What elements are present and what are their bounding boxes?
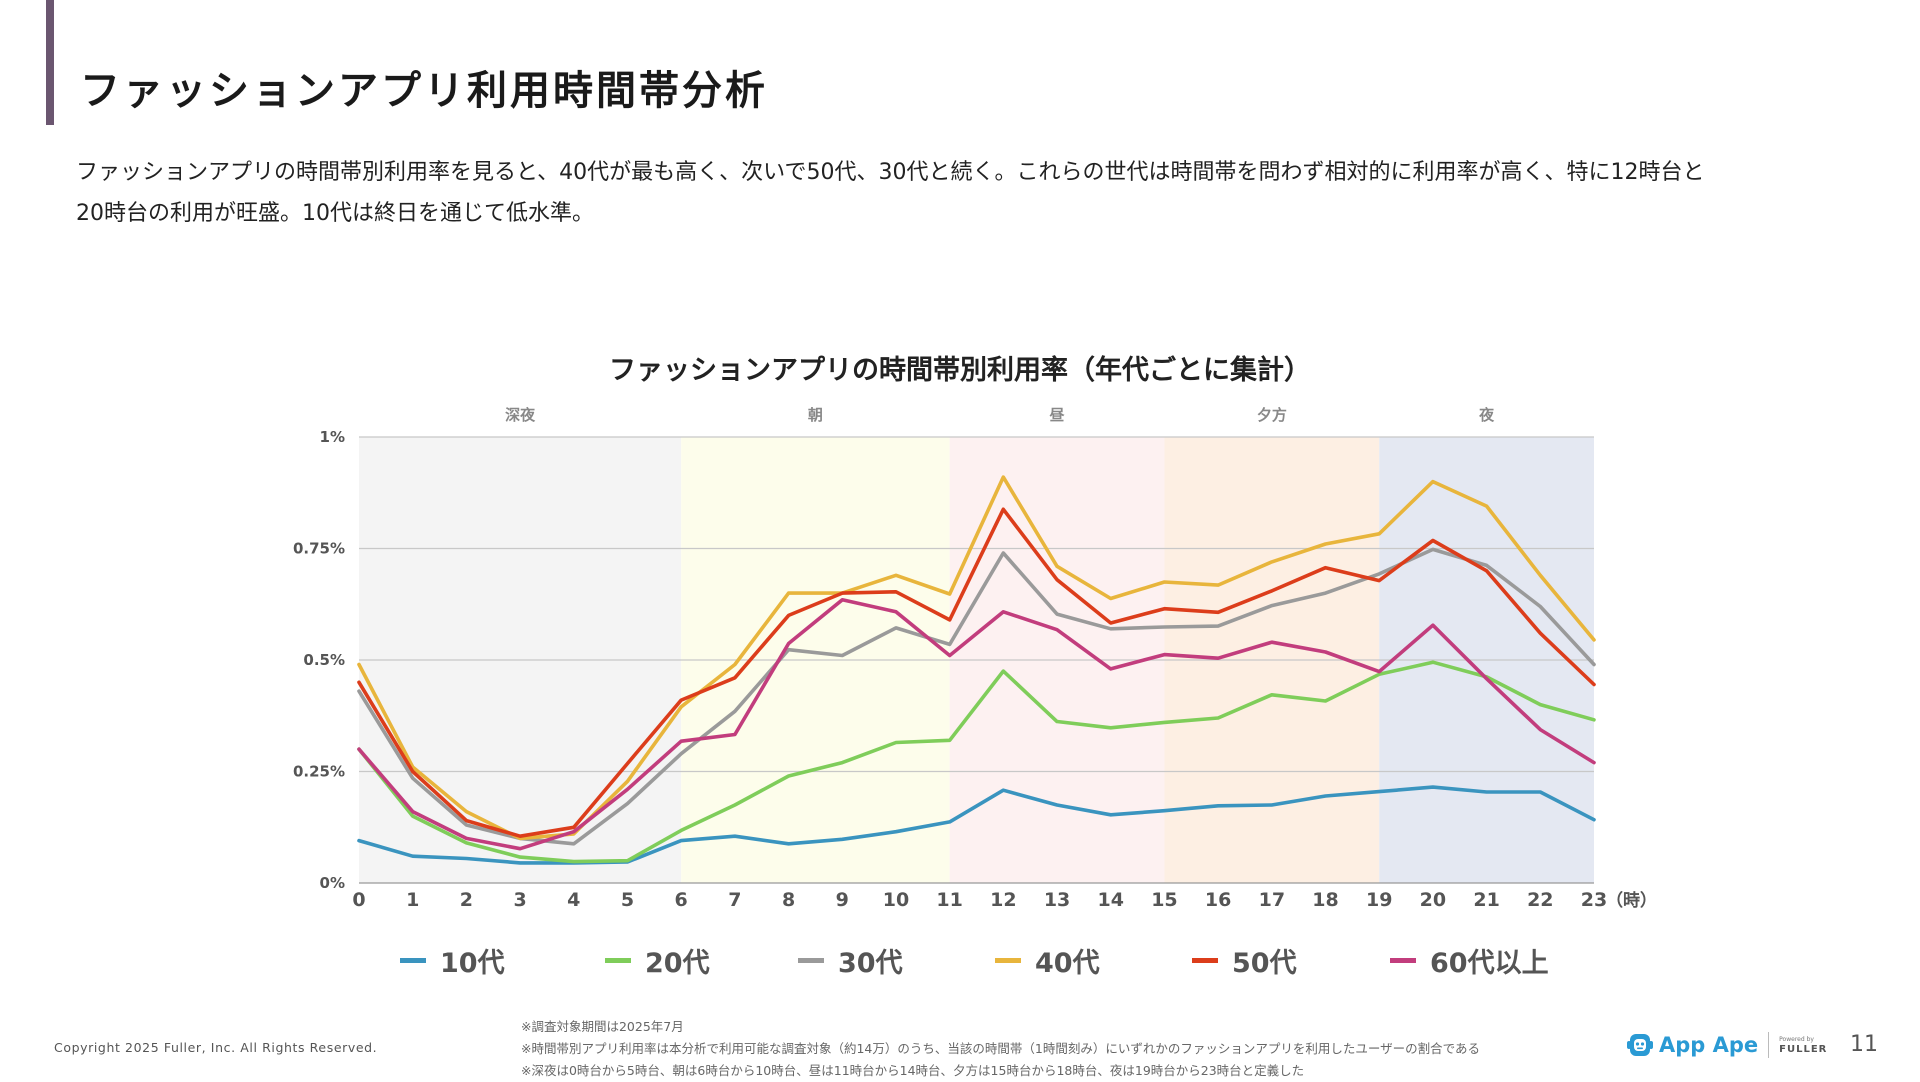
legend-label: 30代 bbox=[838, 947, 903, 979]
x-tick-label: 19 bbox=[1366, 889, 1392, 911]
legend-label: 10代 bbox=[440, 947, 505, 979]
x-tick-label: 6 bbox=[675, 889, 688, 911]
legend-swatch bbox=[400, 957, 426, 963]
legend-swatch bbox=[1192, 957, 1218, 963]
y-tick-label: 0.5% bbox=[303, 651, 345, 669]
y-tick-label: 0.25% bbox=[293, 763, 345, 781]
x-tick-label: 7 bbox=[728, 889, 741, 911]
logo-divider bbox=[1768, 1032, 1770, 1058]
legend-label: 60代以上 bbox=[1430, 947, 1549, 979]
y-tick-label: 0.75% bbox=[293, 540, 345, 558]
x-tick-label: 4 bbox=[567, 889, 580, 911]
summary-line-2: 20時台の利用が旺盛。10代は終日を通じて低水準。 bbox=[76, 201, 594, 226]
x-tick-label: 0 bbox=[352, 889, 365, 911]
legend-label: 40代 bbox=[1035, 947, 1100, 979]
y-tick-label: 1% bbox=[320, 428, 345, 446]
summary-text: ファッションアプリの時間帯別利用率を見ると、40代が最も高く、次いで50代、30… bbox=[76, 152, 1876, 234]
band-label: 夜 bbox=[1478, 406, 1495, 424]
x-tick-label: 21 bbox=[1473, 889, 1499, 911]
chart-title: ファッションアプリの時間帯別利用率（年代ごとに集計） bbox=[609, 355, 1311, 386]
legend-item: 40代 bbox=[995, 938, 1100, 982]
series-line-3 bbox=[357, 547, 1596, 846]
band-label: 夕方 bbox=[1257, 406, 1287, 424]
x-tick-label: 1 bbox=[406, 889, 419, 911]
x-tick-label: 12 bbox=[990, 889, 1016, 911]
x-tick-label: 8 bbox=[782, 889, 795, 911]
x-tick-label: 13 bbox=[1044, 889, 1070, 911]
x-tick-label: 22 bbox=[1527, 889, 1553, 911]
x-tick-label: 23 bbox=[1581, 889, 1607, 911]
x-tick-label: 17 bbox=[1259, 889, 1285, 911]
legend-item: 60代以上 bbox=[1390, 938, 1549, 982]
legend-item: 10代 bbox=[400, 938, 505, 982]
legend-swatch bbox=[995, 957, 1021, 963]
x-tick-label: 11 bbox=[936, 889, 962, 911]
x-tick-label: 20 bbox=[1420, 889, 1446, 911]
band-label: 朝 bbox=[808, 406, 823, 424]
chart-legend: 10代 20代 30代 40代 50代 60代以上 bbox=[400, 938, 1600, 982]
legend-swatch bbox=[605, 957, 631, 963]
x-tick-label: 2 bbox=[460, 889, 473, 911]
app-ape-logo: App Ape Powered by FULLER bbox=[1627, 1030, 1827, 1060]
accent-bar bbox=[46, 0, 54, 125]
x-tick-label: 5 bbox=[621, 889, 634, 911]
powered-by: Powered by FULLER bbox=[1779, 1035, 1827, 1055]
band-label: 深夜 bbox=[505, 406, 536, 424]
legend-swatch bbox=[798, 957, 824, 963]
series-line-6 bbox=[357, 597, 1596, 851]
legend-item: 50代 bbox=[1192, 938, 1297, 982]
summary-line-1: ファッションアプリの時間帯別利用率を見ると、40代が最も高く、次いで50代、30… bbox=[76, 160, 1705, 185]
footnote: ※深夜は0時台から5時台、朝は6時台から10時台、昼は11時台から14時台、夕方… bbox=[521, 1063, 1305, 1078]
powered-by-label: Powered by bbox=[1779, 1036, 1814, 1043]
band-label: 昼 bbox=[1050, 406, 1065, 424]
legend-item: 30代 bbox=[798, 938, 903, 982]
legend-item: 20代 bbox=[605, 938, 710, 982]
series-line-1 bbox=[357, 785, 1596, 865]
page-title: ファッションアプリ利用時間帯分析 bbox=[80, 68, 768, 114]
x-tick-label: 9 bbox=[836, 889, 849, 911]
x-tick-label: 15 bbox=[1151, 889, 1177, 911]
y-tick-label: 0% bbox=[320, 874, 345, 892]
series-line-2 bbox=[357, 660, 1596, 864]
legend-label: 50代 bbox=[1232, 947, 1297, 979]
legend-label: 20代 bbox=[645, 947, 710, 979]
legend-swatch bbox=[1390, 957, 1416, 963]
line-chart: 深夜朝昼夕方 夜0%0.25%0.5%0.75%1%0 1 2 3 4 5 6 7 8 9 10 11 1… bbox=[293, 406, 1657, 911]
x-tick-label: 10 bbox=[883, 889, 909, 911]
copyright: Copyright 2025 Fuller, Inc. All Rights R… bbox=[54, 1040, 378, 1055]
series-line-5 bbox=[357, 507, 1596, 839]
x-unit-label: （時） bbox=[1606, 890, 1657, 911]
app-ape-mascot-icon bbox=[1627, 1034, 1653, 1056]
x-tick-label: 16 bbox=[1205, 889, 1231, 911]
fuller-logo-text: FULLER bbox=[1779, 1044, 1828, 1055]
footnote: ※調査対象期間は2025年7月 bbox=[521, 1019, 684, 1034]
logo-text: App Ape bbox=[1659, 1033, 1759, 1057]
footnotes: ※調査対象期間は2025年7月 ※時間帯別アプリ利用率は本分析で利用可能な調査対… bbox=[521, 1016, 1480, 1082]
x-tick-label: 3 bbox=[513, 889, 526, 911]
footnote: ※時間帯別アプリ利用率は本分析で利用可能な調査対象（約14万）のうち、当該の時間… bbox=[521, 1041, 1480, 1056]
x-tick-label: 18 bbox=[1312, 889, 1338, 911]
x-tick-label: 14 bbox=[1098, 889, 1124, 911]
page-number: 11 bbox=[1850, 1032, 1878, 1057]
